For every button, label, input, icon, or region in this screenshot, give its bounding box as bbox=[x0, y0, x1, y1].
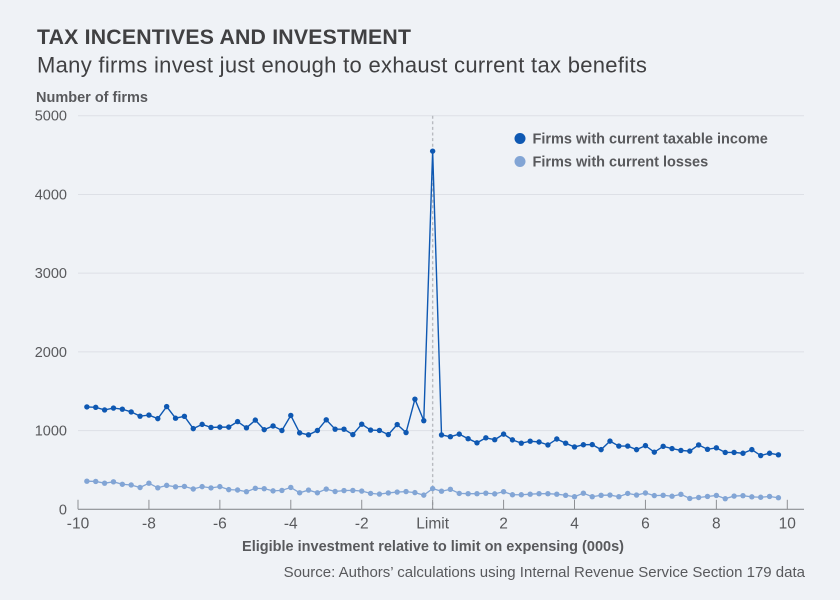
svg-text:Number of firms: Number of firms bbox=[36, 90, 148, 106]
svg-text:5000: 5000 bbox=[35, 109, 67, 125]
svg-text:Firms with current taxable inc: Firms with current taxable income bbox=[533, 132, 768, 148]
svg-text:-10: -10 bbox=[67, 516, 90, 533]
svg-text:-2: -2 bbox=[355, 516, 369, 533]
svg-text:-4: -4 bbox=[284, 516, 298, 533]
svg-text:10: 10 bbox=[779, 516, 797, 533]
svg-text:TAX INCENTIVES AND INVESTMENT: TAX INCENTIVES AND INVESTMENT bbox=[37, 25, 411, 49]
svg-text:Source: Authors’ calculations: Source: Authors’ calculations using Inte… bbox=[284, 564, 806, 581]
svg-text:Eligible investment relative t: Eligible investment relative to limit on… bbox=[242, 539, 624, 555]
svg-text:4000: 4000 bbox=[35, 187, 67, 203]
svg-text:1000: 1000 bbox=[35, 424, 67, 440]
svg-text:2000: 2000 bbox=[35, 345, 67, 361]
svg-text:Limit: Limit bbox=[416, 516, 449, 533]
svg-text:3000: 3000 bbox=[35, 266, 67, 282]
svg-text:Firms with current losses: Firms with current losses bbox=[533, 155, 709, 171]
svg-text:2: 2 bbox=[499, 516, 508, 533]
svg-text:-6: -6 bbox=[213, 516, 227, 533]
svg-text:8: 8 bbox=[712, 516, 721, 533]
svg-text:6: 6 bbox=[641, 516, 650, 533]
svg-text:0: 0 bbox=[59, 502, 67, 518]
svg-text:4: 4 bbox=[570, 516, 579, 533]
svg-text:-8: -8 bbox=[142, 516, 156, 533]
svg-text:Many firms invest just enough: Many firms invest just enough to exhaust… bbox=[37, 53, 647, 78]
